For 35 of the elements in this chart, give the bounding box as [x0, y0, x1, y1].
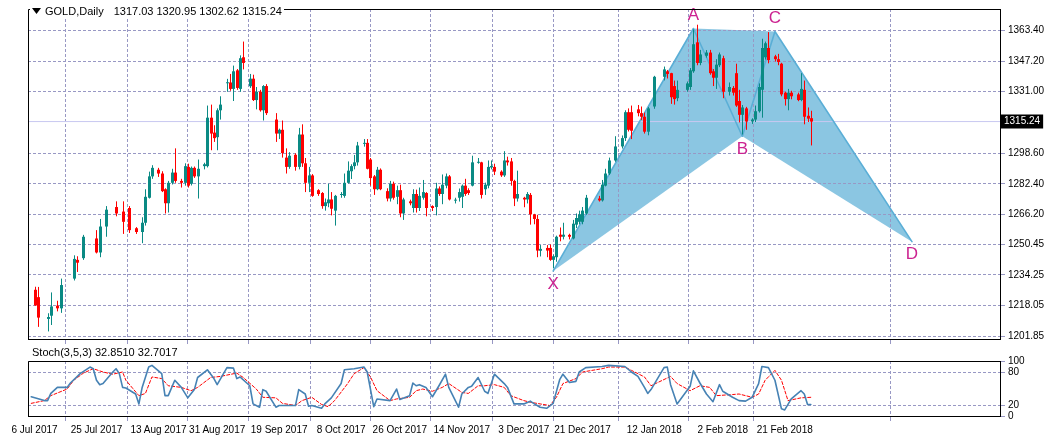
x-tick-label: 31 Aug 2017 — [189, 423, 246, 435]
y-tick-label: 1201.85 — [1008, 330, 1045, 341]
y-tick-label: 1347.20 — [1008, 54, 1045, 66]
x-tick-label: 3 Dec 2017 — [498, 423, 550, 435]
annotation: X — [547, 273, 559, 293]
x-tick-label: 14 Nov 2017 — [433, 423, 491, 435]
x-tick-label: 8 Oct 2017 — [316, 423, 367, 435]
ref-line-label: 1315.24 — [1004, 115, 1041, 127]
y-tick-label: 1298.60 — [1008, 146, 1045, 158]
x-tick-label: 19 Sep 2017 — [250, 423, 308, 435]
y-tick-label: 1218.05 — [1008, 299, 1045, 311]
y-tick-label: 1363.40 — [1008, 24, 1045, 36]
x-tick-label: 12 Jan 2018 — [626, 423, 683, 435]
y-tick-label: 1266.20 — [1008, 208, 1045, 220]
y-tick-label: 20 — [1008, 398, 1020, 410]
x-tick-label: 13 Aug 2017 — [130, 423, 187, 435]
x-tick-label: 2 Feb 2018 — [697, 423, 749, 435]
y-tick-label: 100 — [1008, 354, 1026, 366]
x-tick-label: 21 Feb 2018 — [756, 423, 814, 435]
y-tick-label: 0 — [1008, 409, 1014, 421]
chart-title: Stoch(3,5,3) 32.8510 32.7017 — [32, 346, 178, 358]
x-tick-label: 26 Oct 2017 — [372, 423, 428, 435]
x-tick-label: 6 Jul 2017 — [11, 423, 59, 435]
y-tick-label: 1331.00 — [1008, 85, 1045, 97]
y-tick-label: 1282.40 — [1008, 177, 1045, 189]
annotation: C — [768, 8, 782, 28]
chart-title: GOLD,Daily — [45, 5, 104, 17]
annotation: B — [736, 138, 748, 158]
annotation: D — [905, 244, 919, 264]
x-tick-label: 25 Jul 2017 — [70, 423, 123, 435]
y-tick-label: 1234.25 — [1008, 268, 1045, 280]
y-tick-label: 80 — [1008, 365, 1020, 377]
chart-subtitle: 1317.03 1320.95 1302.62 1315.24 — [113, 5, 282, 17]
x-tick-label: 21 Dec 2017 — [554, 423, 612, 435]
y-tick-label: 1250.45 — [1008, 237, 1045, 249]
